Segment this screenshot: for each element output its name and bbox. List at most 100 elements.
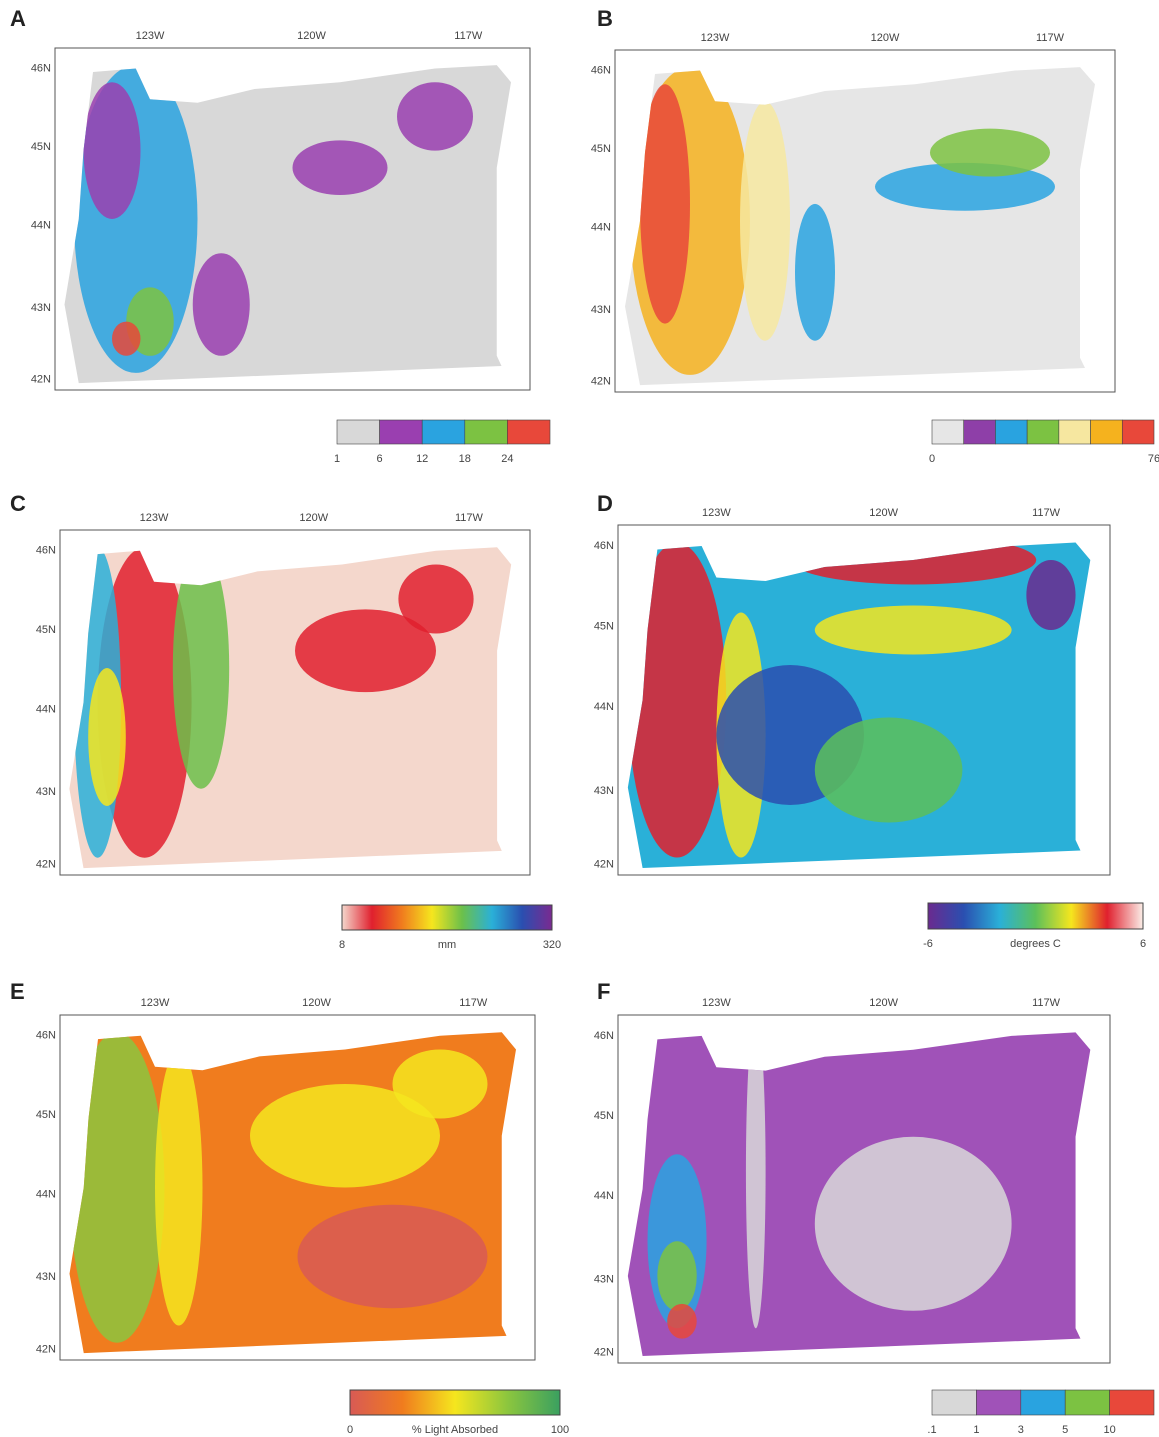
map-frame: [617, 524, 1111, 876]
legend-swatch: [931, 419, 965, 445]
lat-label: 42N: [591, 376, 611, 388]
legend-swatch: [1026, 419, 1060, 445]
lat-label: 44N: [36, 703, 56, 715]
legend-label: 6: [377, 453, 383, 465]
lon-label: 117W: [1032, 507, 1061, 519]
map-overlay: [74, 547, 474, 858]
lon-label: 117W: [459, 997, 488, 1009]
legend-bar: [927, 902, 1144, 930]
legend-label: degrees C: [1010, 938, 1061, 950]
legend-label: mm: [438, 939, 456, 951]
lon-label: 123W: [702, 507, 731, 519]
lat-label: 42N: [36, 1344, 56, 1356]
legend-label: .1: [927, 1424, 936, 1436]
lat-label: 42N: [31, 374, 51, 386]
lon-label: 120W: [869, 997, 898, 1009]
lat-label: 44N: [594, 701, 614, 713]
lon-label: 117W: [454, 30, 483, 42]
legend-label: 76: [1148, 453, 1159, 465]
map-region: [790, 542, 1037, 585]
lat-label: 45N: [591, 143, 611, 155]
lat-label: 44N: [31, 220, 51, 232]
lon-label: 120W: [871, 32, 900, 44]
lon-label: 117W: [1032, 997, 1061, 1009]
lon-label: 123W: [136, 30, 165, 42]
lat-label: 42N: [594, 858, 614, 870]
panel-letter: D: [597, 491, 613, 516]
lat-label: 45N: [594, 620, 614, 632]
lon-label: 123W: [140, 512, 169, 524]
map-region: [250, 1084, 440, 1188]
map-overlay: [69, 1032, 488, 1343]
lat-label: 43N: [31, 302, 51, 314]
map-region: [814, 605, 1012, 655]
lon-label: 117W: [1036, 32, 1065, 44]
legend-swatch: [931, 1389, 977, 1416]
map-region: [397, 82, 473, 151]
map-region: [398, 564, 474, 634]
lat-label: 44N: [591, 222, 611, 234]
map-region: [69, 1032, 165, 1343]
legend-swatch: [336, 419, 380, 445]
panel-letter: A: [10, 6, 26, 31]
legend-label: 6: [1140, 938, 1146, 950]
map-frame: [614, 49, 1116, 393]
lat-label: 45N: [594, 1110, 614, 1122]
map-frame: [59, 1014, 536, 1361]
map-region: [192, 253, 250, 356]
panel-letter: B: [597, 6, 613, 31]
map-region: [392, 1049, 488, 1119]
legend-bar: [341, 904, 553, 931]
lat-label: 44N: [594, 1190, 614, 1202]
map-region: [172, 547, 230, 789]
lat-label: 44N: [36, 1188, 56, 1200]
lat-label: 43N: [594, 785, 614, 797]
lat-label: 46N: [591, 64, 611, 76]
legend-swatch: [1064, 1389, 1110, 1416]
legend-label: 100: [551, 1424, 569, 1436]
legend-swatch: [963, 419, 996, 445]
map-region: [297, 1204, 488, 1309]
legend-swatch: [507, 419, 551, 445]
map-region: [295, 609, 436, 693]
lat-label: 43N: [591, 304, 611, 316]
legend-swatch: [995, 419, 1028, 445]
map-overlay: [74, 65, 473, 373]
lat-label: 46N: [36, 1030, 56, 1042]
lon-label: 123W: [141, 997, 170, 1009]
lat-label: 45N: [36, 1109, 56, 1121]
map-region: [83, 82, 141, 219]
lat-label: 43N: [36, 1271, 56, 1283]
panel-letter: C: [10, 491, 26, 516]
map-overlay: [630, 67, 1055, 375]
legend-label: 8: [339, 939, 345, 951]
map-region: [814, 1136, 1012, 1311]
legend-label: 1: [334, 453, 340, 465]
legend-label: 3: [1018, 1424, 1024, 1436]
lat-label: 42N: [36, 859, 56, 871]
lat-label: 46N: [31, 62, 51, 74]
map-region: [795, 203, 835, 341]
lat-label: 43N: [36, 786, 56, 798]
map-region: [88, 668, 126, 806]
legend-swatch: [421, 419, 466, 445]
map-region: [930, 128, 1050, 177]
lat-label: 45N: [36, 624, 56, 636]
lon-label: 120W: [297, 30, 326, 42]
map-region: [814, 717, 963, 823]
legend-label: % Light Absorbed: [412, 1424, 498, 1436]
lat-label: 42N: [594, 1346, 614, 1358]
legend-label: 0: [929, 453, 935, 465]
map-overlay: [647, 1032, 1012, 1339]
lat-label: 46N: [594, 540, 614, 552]
legend-label: -6: [923, 938, 933, 950]
lat-label: 46N: [594, 1030, 614, 1042]
panel-letter: F: [597, 979, 610, 1004]
legend-swatch: [976, 1389, 1022, 1416]
map-frame: [59, 529, 531, 876]
map-region: [740, 101, 790, 341]
lat-label: 45N: [31, 141, 51, 153]
legend-swatch: [1121, 419, 1155, 445]
legend-swatch: [1020, 1389, 1066, 1416]
